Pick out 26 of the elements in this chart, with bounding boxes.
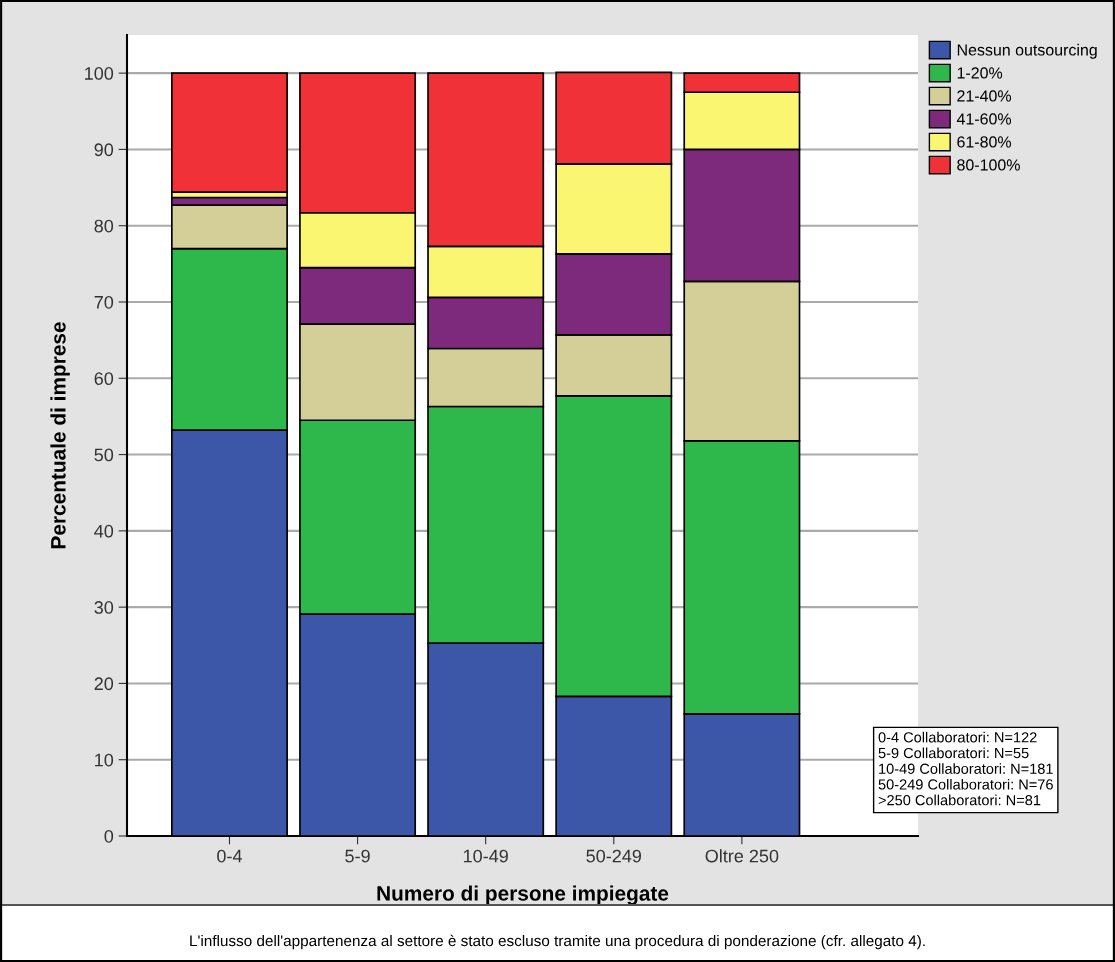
x-axis-title: Numero di persone impiegate bbox=[377, 885, 669, 905]
y-tick-label: 60 bbox=[94, 372, 114, 386]
y-tick-label: 70 bbox=[94, 295, 114, 309]
y-tick-label: 0 bbox=[104, 829, 114, 843]
y-tick-label: 20 bbox=[94, 677, 114, 691]
x-tick-label: Oltre 250 bbox=[705, 849, 779, 863]
legend-label: Nessun outsourcing bbox=[957, 43, 1097, 59]
y-tick-label: 10 bbox=[95, 753, 114, 767]
legend-label: 1-20% bbox=[957, 67, 1003, 79]
legend-label: 41-60% bbox=[956, 113, 1012, 125]
text: L'influsso dell'appartenenza al settore è stato escluso tramite una procedura di ponderazione (cfr. allegato 4). bbox=[190, 934, 925, 950]
y-tick-label: 100 bbox=[85, 67, 114, 80]
y-tick-label: 30 bbox=[94, 601, 114, 614]
x-tick-label: 10-49 bbox=[463, 849, 508, 863]
y-tick-label: 40 bbox=[94, 524, 114, 538]
legend-label: 61-80% bbox=[957, 136, 1012, 148]
x-tick-label: 5-9 bbox=[345, 849, 370, 863]
y-tick-label: 50 bbox=[94, 448, 114, 462]
legend-label: 80-100% bbox=[957, 159, 1020, 171]
x-tick-label: 0-4 bbox=[217, 849, 242, 863]
y-tick-label: 80 bbox=[94, 219, 114, 233]
legend-label: 21-40% bbox=[957, 90, 1012, 102]
y-axis-title: Percentuale di imprese bbox=[50, 322, 70, 549]
y-tick-label: 90 bbox=[94, 143, 114, 157]
text: 0-4 Collaboratori: N=122 5-9 Collaboratori: N=55 10-49 Collaboratori: N=181 50-249 Collaboratori: N=76 >250 Collaboratori: N=81 bbox=[878, 731, 1053, 806]
x-tick-label: 50-249 bbox=[586, 849, 642, 863]
